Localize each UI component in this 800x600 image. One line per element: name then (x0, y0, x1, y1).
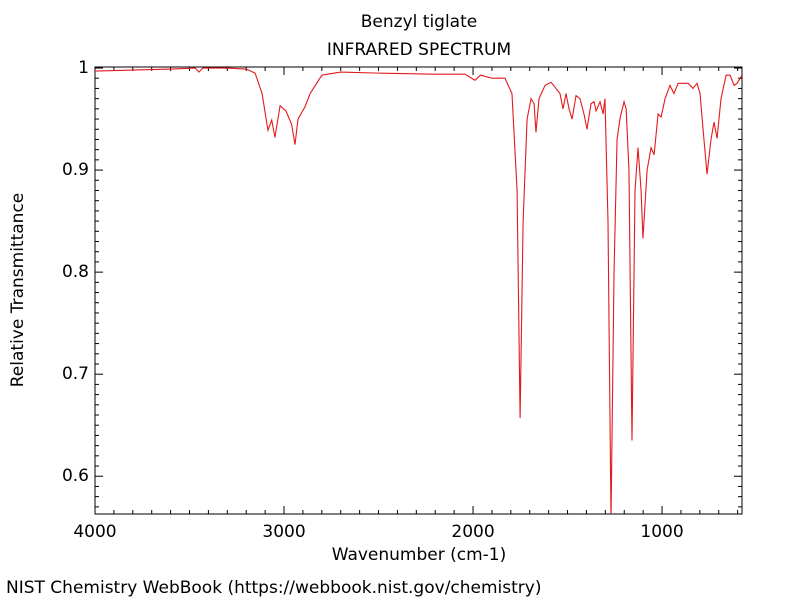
x-axis-label: Wavenumber (cm-1) (332, 545, 507, 565)
x-tick-label: 4000 (73, 522, 116, 542)
y-tick-label: 1 (78, 58, 89, 78)
chart-subtitle: INFRARED SPECTRUM (327, 40, 511, 60)
y-tick-label: 0.6 (62, 466, 89, 486)
y-axis-label: Relative Transmittance (8, 193, 28, 388)
chart-title: Benzyl tiglate (361, 12, 477, 32)
y-tick-label: 0.9 (62, 160, 89, 180)
x-tick-label: 1000 (640, 522, 683, 542)
x-tick-label: 2000 (451, 522, 494, 542)
y-tick-label: 0.8 (62, 262, 89, 282)
plot-frame (94, 66, 743, 515)
source-note: NIST Chemistry WebBook (https://webbook.… (6, 578, 541, 598)
spectrum-line (95, 67, 742, 514)
x-tick-label: 3000 (262, 522, 305, 542)
y-tick-label: 0.7 (62, 364, 89, 384)
